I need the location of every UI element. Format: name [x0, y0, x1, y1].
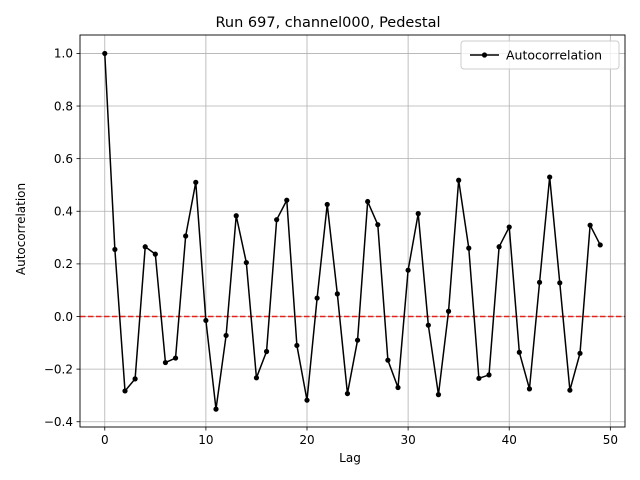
data-point — [526, 386, 533, 392]
x-tick-label: 0 — [101, 433, 109, 447]
data-point — [172, 355, 179, 361]
x-tick-label: 40 — [502, 433, 517, 447]
y-tick-label: 0.8 — [54, 99, 73, 113]
data-point — [405, 267, 411, 273]
series-autocorrelation — [102, 50, 603, 412]
data-point — [243, 259, 249, 266]
data-point — [536, 279, 543, 285]
data-point — [597, 242, 603, 248]
plot-frame — [79, 34, 626, 428]
data-point — [294, 342, 300, 349]
data-point — [587, 222, 593, 228]
data-point — [223, 332, 229, 339]
y-axis-label: Autocorrelation — [14, 183, 28, 275]
data-point — [385, 357, 391, 363]
y-tick-label: 0.2 — [54, 257, 73, 271]
data-point — [183, 233, 189, 239]
data-point — [334, 291, 340, 297]
data-point — [274, 217, 280, 223]
data-point — [102, 50, 108, 57]
data-point — [122, 388, 128, 394]
data-point — [557, 280, 563, 286]
data-point — [375, 222, 381, 228]
data-point — [233, 213, 239, 219]
legend-box — [460, 40, 620, 70]
data-point — [344, 390, 351, 397]
legend-label-autocorrelation: Autocorrelation — [506, 48, 602, 63]
y-tick-label: −0.4 — [44, 415, 73, 429]
y-tick-label: 0.0 — [54, 310, 73, 324]
series-line — [104, 53, 601, 410]
data-point — [547, 174, 553, 180]
data-point — [132, 376, 138, 382]
data-point — [142, 244, 148, 250]
data-point — [415, 211, 421, 217]
data-point — [314, 295, 320, 301]
data-point — [516, 349, 522, 355]
y-tick-label: −0.2 — [44, 362, 73, 376]
legend-marker-swatch — [481, 52, 488, 58]
data-point — [577, 350, 583, 356]
y-tick-label: 1.0 — [54, 47, 73, 61]
data-point — [354, 337, 361, 343]
y-axis-ticks: −0.4 −0.2 0.0 0.2 0.4 0.6 0.8 1.0 — [44, 47, 80, 429]
data-point — [445, 308, 452, 314]
data-point — [567, 387, 573, 393]
data-point — [456, 177, 462, 183]
data-point — [496, 244, 502, 250]
x-tick-label: 10 — [198, 433, 213, 447]
data-point — [263, 348, 270, 355]
data-point — [395, 384, 401, 391]
data-point — [193, 179, 199, 185]
data-point — [284, 197, 290, 203]
data-point — [435, 392, 442, 398]
data-point — [425, 322, 431, 328]
x-axis-label: Lag — [339, 451, 361, 465]
x-tick-label: 30 — [400, 433, 415, 447]
data-point — [152, 251, 158, 257]
data-point — [162, 359, 169, 366]
data-point — [365, 198, 371, 205]
chart-title: Run 697, channel000, Pedestal — [215, 15, 440, 31]
data-point — [466, 245, 472, 251]
x-axis-ticks: 0 10 20 30 40 50 — [101, 427, 618, 447]
y-tick-label: 0.4 — [54, 205, 73, 219]
legend: Autocorrelation — [460, 40, 620, 70]
data-point — [112, 246, 118, 253]
data-point — [486, 372, 492, 378]
data-point — [506, 224, 512, 230]
x-tick-label: 20 — [299, 433, 314, 447]
x-tick-label: 50 — [603, 433, 618, 447]
y-tick-label: 0.6 — [54, 152, 73, 166]
data-point — [253, 375, 260, 381]
data-point — [213, 406, 219, 412]
data-point — [304, 397, 310, 403]
data-point — [324, 201, 330, 208]
data-point — [476, 375, 482, 381]
data-point — [203, 317, 209, 324]
